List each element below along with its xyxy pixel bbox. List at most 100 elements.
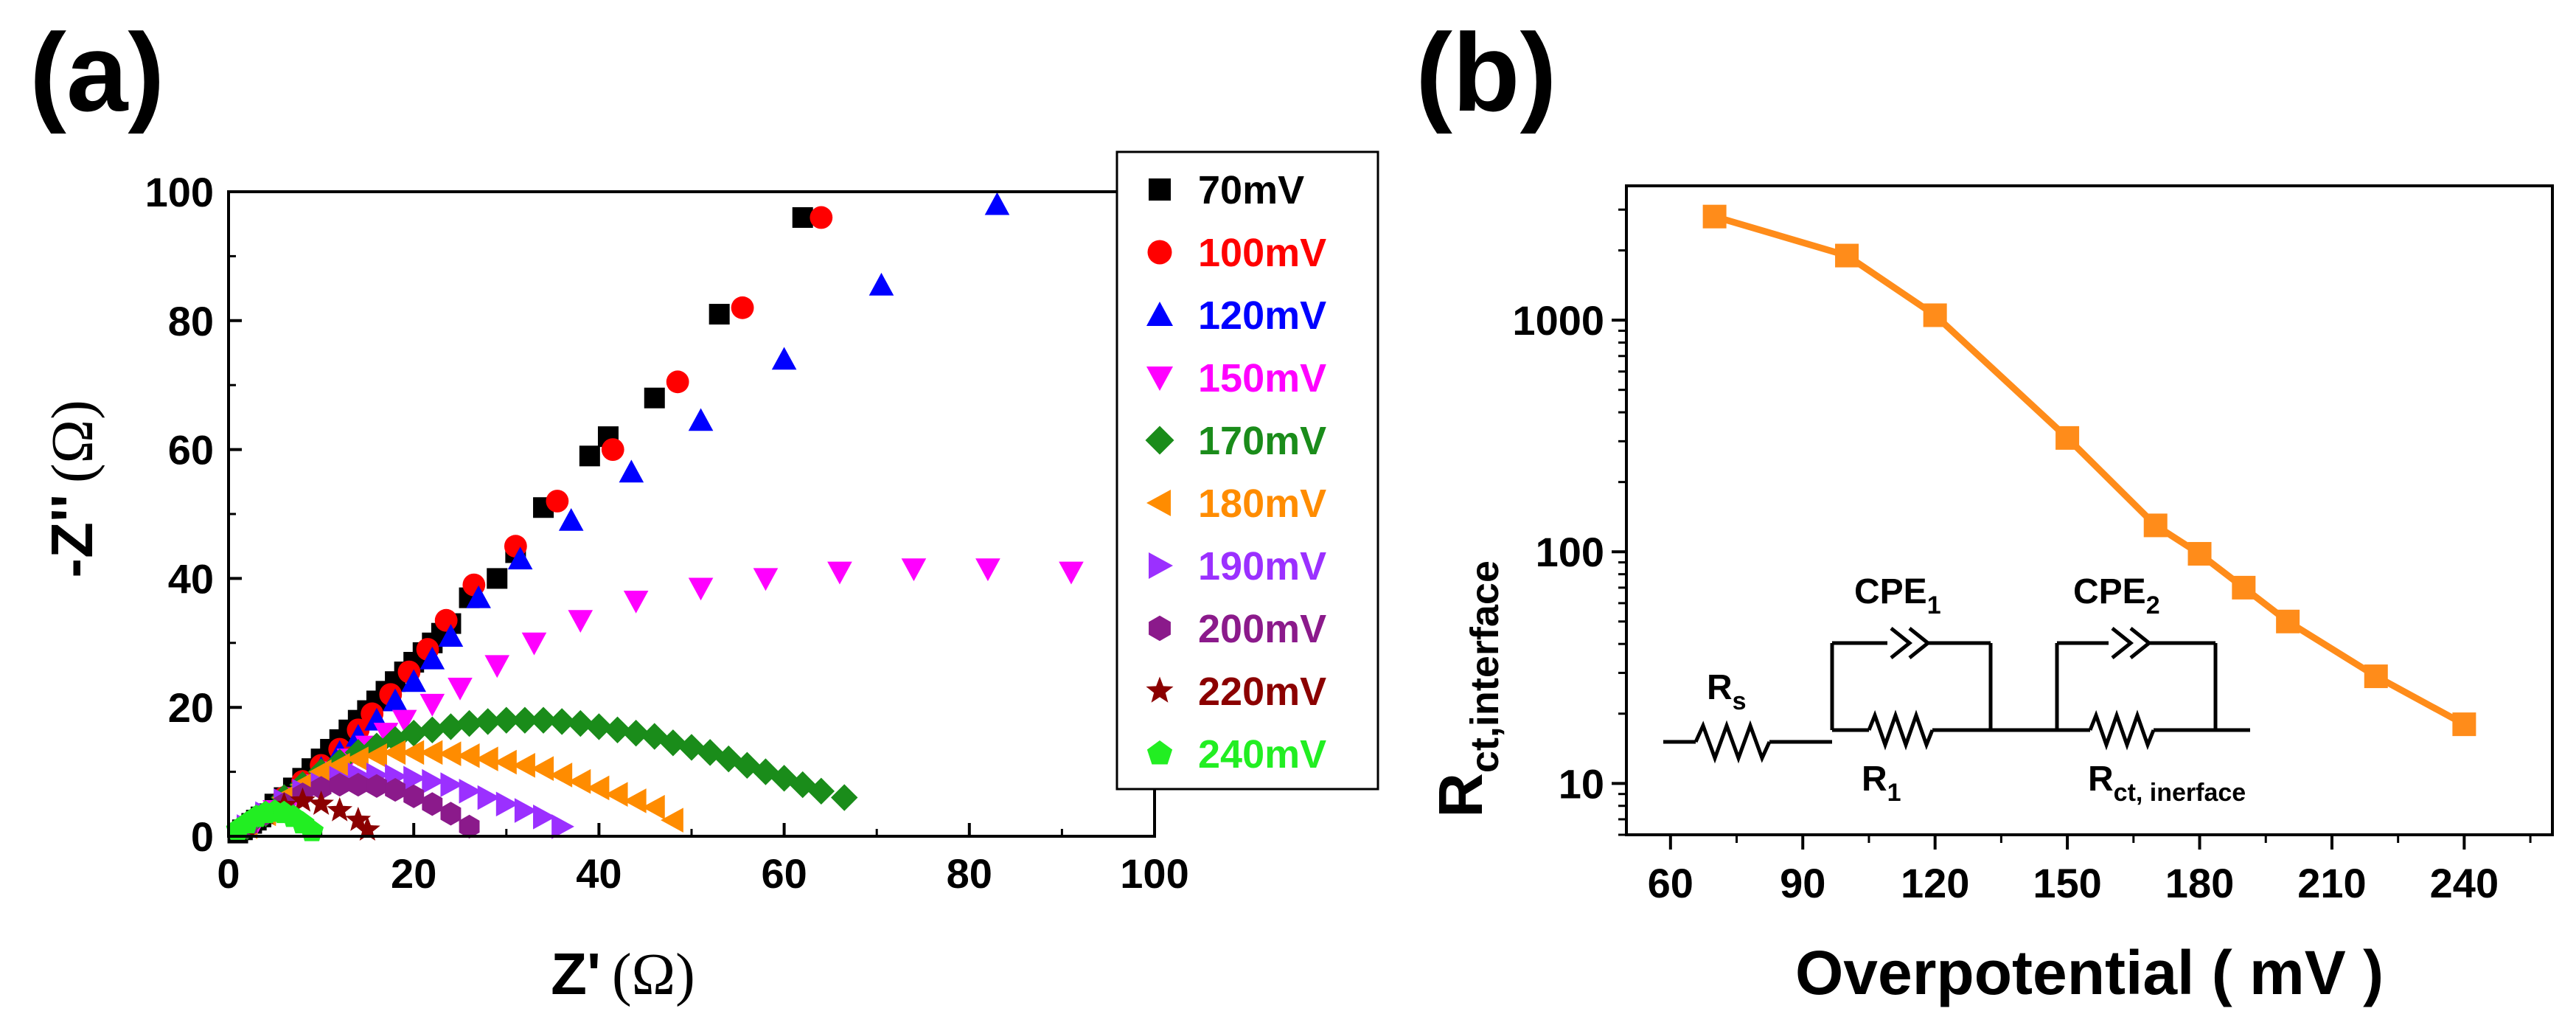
legend-marker <box>1146 367 1173 391</box>
circuit-rct-label: R <box>2088 760 2114 799</box>
data-point <box>456 743 480 768</box>
data-point <box>391 709 417 733</box>
data-point <box>327 796 353 822</box>
data-point <box>567 709 594 737</box>
circuit-cpe2-sub: 2 <box>2146 591 2160 619</box>
legend-marker <box>1146 740 1173 765</box>
panel-a-x-axis-title: Z' (Ω) <box>551 941 695 1007</box>
data-point <box>901 558 927 582</box>
data-point <box>2232 575 2256 600</box>
equivalent-circuit <box>1663 627 2250 764</box>
panel-b-ytick-label: 10 <box>1559 760 1604 807</box>
data-point <box>308 791 334 816</box>
svg-text:Rct,interface: Rct,interface <box>1426 560 1507 818</box>
data-point <box>984 192 1010 215</box>
panel-a-xtick-label: 40 <box>576 850 622 897</box>
data-point <box>475 746 498 771</box>
data-point <box>345 806 372 831</box>
data-point <box>366 774 387 798</box>
panel-b-xtick-label: 60 <box>1648 860 1693 906</box>
data-point <box>434 608 458 632</box>
data-point <box>1702 204 1727 229</box>
data-point <box>810 206 833 229</box>
resistor-rs-symbol <box>1693 720 1772 764</box>
data-point <box>659 729 687 757</box>
legend-item-170mV: 170mV <box>1145 419 1326 463</box>
data-point <box>459 779 482 804</box>
legend: 70mV 100mV 120mV 150mV 170mV 180mV 190mV 200mV 2… <box>1145 168 1326 777</box>
data-point <box>771 347 797 370</box>
data-point <box>661 808 683 833</box>
data-point <box>579 445 600 467</box>
svg-text:Rct, inerface: Rct, inerface <box>2088 760 2246 807</box>
data-point <box>373 723 399 746</box>
data-point <box>422 768 445 794</box>
cpe1-symbol <box>1890 627 1913 659</box>
circuit-r1-label: R <box>1862 760 1887 799</box>
data-point <box>456 709 483 737</box>
data-point <box>346 746 369 771</box>
data-point <box>494 749 517 775</box>
data-point <box>558 507 584 531</box>
legend-item-240mV: 240mV <box>1146 732 1326 777</box>
data-point <box>601 438 624 461</box>
data-point <box>568 768 591 794</box>
panel-b-y-axis-title: Rct,interface <box>1426 560 1507 818</box>
data-point <box>420 740 443 765</box>
data-point <box>347 772 369 797</box>
panel-b-ylabel-sub: ct,interface <box>1463 560 1507 773</box>
data-point <box>440 802 462 826</box>
legend-item-200mV: 200mV <box>1149 607 1326 651</box>
data-point <box>484 655 510 678</box>
data-point <box>466 585 491 608</box>
data-point <box>644 387 665 409</box>
data-point <box>792 206 813 228</box>
cpe2-symbol <box>2111 627 2134 659</box>
legend-label: 150mV <box>1198 356 1326 400</box>
data-point <box>666 370 689 394</box>
data-point <box>308 759 332 785</box>
data-point <box>521 632 547 656</box>
data-point <box>383 740 406 765</box>
data-point <box>512 753 535 778</box>
panel-a-ylabel-unit: (Ω) <box>41 400 105 483</box>
legend-marker <box>1146 490 1171 516</box>
panel-b-points <box>1702 204 2476 737</box>
legend-item-100mV: 100mV <box>1147 231 1326 275</box>
legend-item-150mV: 150mV <box>1146 356 1326 400</box>
data-point <box>752 758 779 785</box>
panel-a-ylabel: -Z'' <box>39 494 105 578</box>
svg-text:Rs: Rs <box>1707 668 1747 715</box>
legend-label: 240mV <box>1198 732 1326 777</box>
legend-item-180mV: 180mV <box>1146 482 1326 526</box>
circuit-cpe1-sub: 1 <box>1927 591 1941 619</box>
data-point <box>2055 426 2080 450</box>
data-point <box>2452 712 2476 737</box>
data-point <box>385 777 406 802</box>
resistor-r1-symbol <box>1867 709 1935 751</box>
data-point <box>364 743 387 768</box>
data-point <box>868 272 894 296</box>
data-point <box>731 296 754 319</box>
panel-a-ytick-label: 0 <box>191 813 214 860</box>
circuit-rs-sub: s <box>1733 687 1747 715</box>
data-point <box>975 558 1000 582</box>
data-point <box>623 788 647 813</box>
legend-label: 220mV <box>1198 670 1326 714</box>
panel-b-chart: 60 90 120 150 180 210 240 10 100 1000 Overpotenti… <box>1426 184 2554 1007</box>
data-point <box>531 756 554 782</box>
legend-label: 170mV <box>1198 419 1326 463</box>
panel-b-xtick-label: 180 <box>2165 860 2234 906</box>
data-point <box>1923 303 1947 327</box>
data-point <box>734 751 761 779</box>
data-point <box>401 740 425 765</box>
legend-marker <box>1149 615 1171 642</box>
panel-a-y-axis-title: -Z'' (Ω) <box>39 400 105 577</box>
data-point <box>440 772 464 797</box>
panel-a-ticks: 0 20 40 60 80 100 0 20 40 60 80 100 <box>145 169 1189 897</box>
panel-a-chart: 0 20 40 60 80 100 0 20 40 60 80 100 Z' (Ω) -Z'' (Ω)… <box>39 150 1379 1007</box>
panel-b-xtick-label: 150 <box>2033 860 2101 906</box>
data-point <box>290 787 316 812</box>
panel-a-ytick-label: 80 <box>168 298 214 344</box>
data-point <box>363 732 391 760</box>
